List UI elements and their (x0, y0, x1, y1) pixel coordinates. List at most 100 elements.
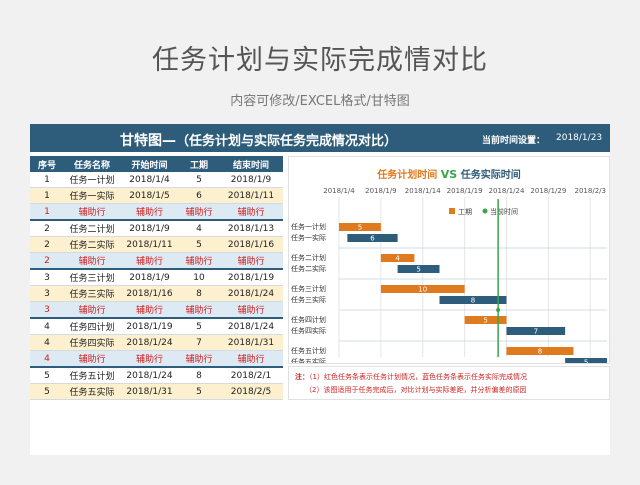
cell-index[interactable]: 1 (30, 172, 64, 188)
cell-end-time[interactable]: 2018/1/31 (219, 334, 283, 351)
cell-task-name[interactable]: 任务三实际 (64, 285, 120, 302)
header-end-time[interactable]: 结束时间 (219, 156, 283, 172)
bar-value-label: 7 (534, 328, 538, 336)
current-date-marker (496, 308, 501, 312)
task-axis-label: 任务三实际 (291, 295, 326, 304)
header-task-name[interactable]: 任务名称 (64, 156, 120, 172)
cell-end-time[interactable]: 辅助行 (219, 252, 283, 270)
cell-index[interactable]: 4 (30, 318, 64, 335)
legend-current-label: 当前时间 (490, 207, 518, 216)
cell-task-name[interactable]: 任务四计划 (64, 318, 120, 335)
cell-start-time[interactable]: 2018/1/9 (120, 220, 179, 237)
bar-value-label: 5 (584, 359, 588, 364)
cell-task-name[interactable]: 辅助行 (64, 350, 120, 368)
cell-start-time[interactable]: 2018/1/19 (120, 318, 179, 335)
x-tick-label: 2018/1/4 (323, 187, 355, 195)
table-row: 1 任务一实际 2018/1/5 6 2018/1/11 (30, 187, 283, 204)
cell-end-time[interactable]: 2018/1/24 (219, 285, 283, 302)
cell-duration[interactable]: 5 (179, 236, 219, 253)
cell-task-name[interactable]: 任务五计划 (64, 367, 120, 384)
cell-start-time[interactable]: 2018/1/16 (120, 285, 179, 302)
cell-duration[interactable]: 辅助行 (179, 301, 219, 319)
cell-end-time[interactable]: 辅助行 (219, 301, 283, 319)
cell-duration[interactable]: 辅助行 (179, 203, 219, 221)
cell-index[interactable]: 3 (30, 285, 64, 302)
cell-start-time[interactable]: 2018/1/24 (120, 334, 179, 351)
cell-task-name[interactable]: 任务三计划 (64, 269, 120, 286)
cell-task-name[interactable]: 辅助行 (64, 203, 120, 221)
cell-task-name[interactable]: 任务二计划 (64, 220, 120, 237)
task-axis-label: 任务一计划 (291, 222, 326, 231)
cell-end-time[interactable]: 2018/1/13 (219, 220, 283, 237)
cell-start-time[interactable]: 辅助行 (120, 203, 179, 221)
cell-index[interactable]: 2 (30, 252, 64, 270)
cell-start-time[interactable]: 2018/1/5 (120, 187, 179, 204)
x-tick-label: 2018/1/19 (447, 187, 483, 195)
cell-end-time[interactable]: 2018/1/11 (219, 187, 283, 204)
plan-bar (464, 316, 507, 324)
cell-index[interactable]: 4 (30, 350, 64, 368)
cell-start-time[interactable]: 2018/1/11 (120, 236, 179, 253)
cell-start-time[interactable]: 2018/1/31 (120, 383, 179, 400)
cell-end-time[interactable]: 2018/2/5 (219, 383, 283, 400)
cell-duration[interactable]: 辅助行 (179, 252, 219, 270)
cell-end-time[interactable]: 2018/1/16 (219, 236, 283, 253)
cell-end-time[interactable]: 2018/1/19 (219, 269, 283, 286)
cell-index[interactable]: 2 (30, 220, 64, 237)
table-row: 4 辅助行 辅助行 辅助行 辅助行 (30, 350, 283, 368)
table-row: 4 任务四计划 2018/1/19 5 2018/1/24 (30, 318, 283, 335)
chart-title-plan: 任务计划时间 (377, 170, 438, 181)
cell-index[interactable]: 4 (30, 334, 64, 351)
cell-duration[interactable]: 7 (179, 334, 219, 351)
cell-end-time[interactable]: 2018/1/24 (219, 318, 283, 335)
legend-current-swatch (482, 208, 488, 214)
cell-duration[interactable]: 5 (179, 318, 219, 335)
cell-task-name[interactable]: 任务一实际 (64, 187, 120, 204)
cell-task-name[interactable]: 任务五实际 (64, 383, 120, 400)
cell-start-time[interactable]: 2018/1/24 (120, 367, 179, 384)
cell-task-name[interactable]: 任务一计划 (64, 172, 120, 188)
cell-index[interactable]: 5 (30, 383, 64, 400)
table-row: 2 任务二实际 2018/1/11 5 2018/1/16 (30, 236, 283, 253)
cell-index[interactable]: 2 (30, 236, 64, 253)
plan-bar (506, 347, 574, 355)
cell-index[interactable]: 3 (30, 269, 64, 286)
cell-start-time[interactable]: 辅助行 (120, 252, 179, 270)
page-title: 任务计划与实际完成情对比 (152, 45, 488, 76)
cell-start-time[interactable]: 2018/1/4 (120, 172, 179, 188)
bar-value-label: 5 (483, 317, 487, 325)
cell-duration[interactable]: 辅助行 (179, 350, 219, 368)
cell-duration[interactable]: 5 (179, 383, 219, 400)
cell-end-time[interactable]: 2018/2/1 (219, 367, 283, 384)
cell-task-name[interactable]: 任务二实际 (64, 236, 120, 253)
cell-end-time[interactable]: 辅助行 (219, 203, 283, 221)
cell-start-time[interactable]: 辅助行 (120, 350, 179, 368)
cell-task-name[interactable]: 任务四实际 (64, 334, 120, 351)
cell-start-time[interactable]: 辅助行 (120, 301, 179, 319)
cell-duration[interactable]: 5 (179, 172, 219, 188)
header-start-time[interactable]: 开始时间 (120, 156, 179, 172)
current-date-cell[interactable]: 2018/1/23 (556, 133, 603, 143)
cell-index[interactable]: 1 (30, 187, 64, 204)
cell-end-time[interactable]: 辅助行 (219, 350, 283, 368)
cell-duration[interactable]: 6 (179, 187, 219, 204)
cell-task-name[interactable]: 辅助行 (64, 301, 120, 319)
cell-task-name[interactable]: 辅助行 (64, 252, 120, 270)
gantt-chart-panel: 任务计划时间 VS 任务实际时间 2018/1/4 2018/1/9 2018/1/… (288, 156, 610, 364)
cell-start-time[interactable]: 2018/1/9 (120, 269, 179, 286)
page-subtitle: 内容可修改/EXCEL格式/甘特图 (230, 94, 410, 109)
bar-value-label: 5 (416, 266, 420, 274)
cell-index[interactable]: 1 (30, 203, 64, 221)
cell-duration[interactable]: 4 (179, 220, 219, 237)
header-index[interactable]: 序号 (30, 156, 64, 172)
header-duration[interactable]: 工期 (179, 156, 219, 172)
spreadsheet-sheet: 甘特图—（任务计划与实际任务完成情况对比） 当前时间设置： 2018/1/23 … (30, 124, 610, 455)
cell-duration[interactable]: 10 (179, 269, 219, 286)
cell-end-time[interactable]: 2018/1/9 (219, 172, 283, 188)
task-axis-label: 任务四实际 (291, 326, 326, 335)
task-axis-label: 任务二计划 (291, 253, 326, 262)
cell-duration[interactable]: 8 (179, 367, 219, 384)
cell-index[interactable]: 5 (30, 367, 64, 384)
cell-duration[interactable]: 8 (179, 285, 219, 302)
cell-index[interactable]: 3 (30, 301, 64, 319)
